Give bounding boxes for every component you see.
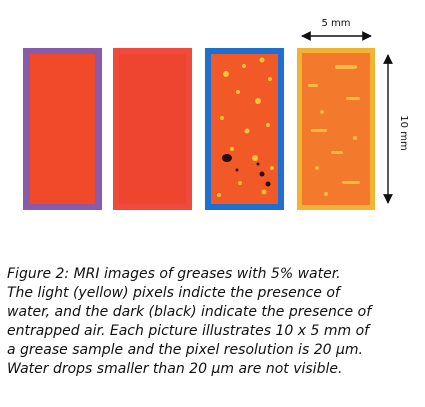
caption-line: water, and the dark (black) indicate the…: [7, 304, 372, 320]
mri-panel-4: [297, 48, 375, 210]
caption-line: a grease sample and the pixel resolution…: [7, 342, 363, 358]
height-label: 10 mm: [398, 115, 409, 150]
figure-caption: Figure 2: MRI images of greases with 5% …: [7, 265, 417, 379]
width-dimension: 5 mm: [301, 18, 372, 41]
width-label: 5 mm: [321, 18, 350, 29]
panel-image: [119, 54, 186, 204]
caption-line: Figure 2: MRI images of greases with 5% …: [7, 266, 341, 282]
water-speckles: [308, 65, 360, 196]
mri-panel-2: [113, 48, 192, 210]
mri-panel-3: [205, 48, 284, 210]
water-speckles: [217, 57, 274, 197]
panel-image: [211, 54, 278, 204]
caption-line: entrapped air. Each picture illustrates …: [7, 323, 370, 339]
air-speckles: [222, 154, 271, 187]
caption-line: The light (yellow) pixels indicte the pr…: [7, 285, 340, 301]
panel-image: [30, 54, 95, 204]
mri-figure: 5 mm 10 mm: [23, 18, 409, 210]
mri-panel-1: [23, 48, 102, 210]
height-dimension: 10 mm: [383, 54, 409, 204]
caption-line: Water drops smaller than 20 μm are not v…: [7, 361, 343, 377]
